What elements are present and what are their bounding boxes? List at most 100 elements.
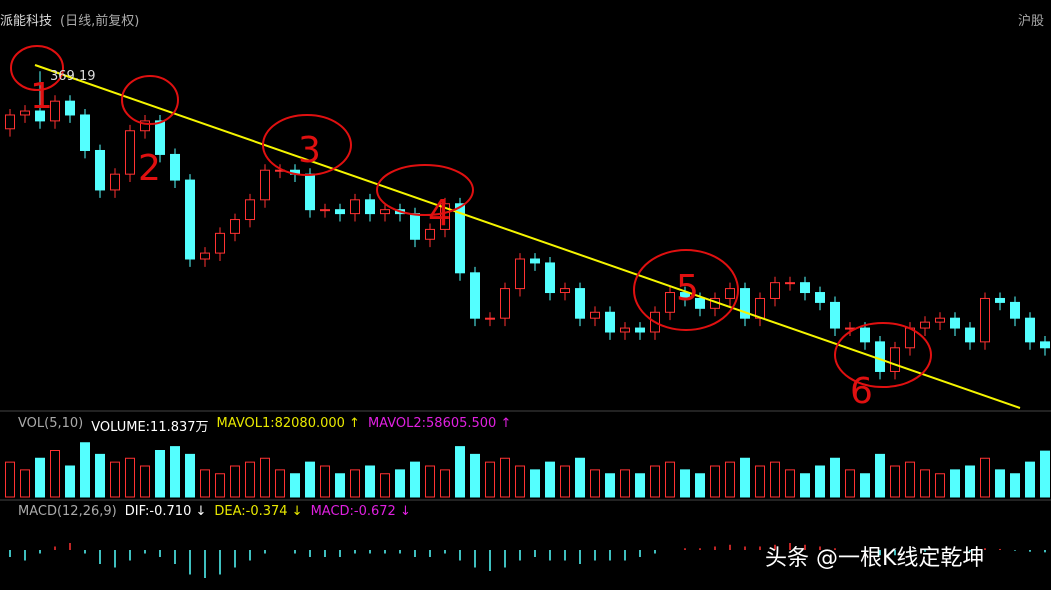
candle-body (545, 262, 555, 294)
volume-bar (830, 457, 840, 498)
annotation: 4 (428, 193, 451, 234)
candle-body (140, 120, 150, 132)
volume-bar (590, 469, 600, 498)
candle-body (860, 327, 870, 343)
candle-body (170, 153, 180, 181)
volume-bar (620, 469, 630, 498)
title-bar: 派能科技 (日线,前复权) (0, 10, 139, 29)
circle (376, 164, 474, 216)
volume-bar (110, 461, 120, 498)
volume-bar (530, 469, 540, 498)
title: 派能科技 (0, 14, 53, 29)
annotation: 6 (850, 371, 873, 412)
candle-body (155, 120, 165, 155)
volume-bar (305, 461, 315, 498)
high-label: 369.19 (50, 69, 96, 84)
volume-bar (65, 465, 75, 498)
candle-body (455, 203, 465, 274)
subtitle: (日线,前复权) (60, 14, 140, 29)
volume-bar (20, 469, 30, 498)
volume-bar (320, 465, 330, 498)
candle-body (230, 219, 240, 234)
volume-bar (875, 453, 885, 498)
volume-bar (425, 465, 435, 498)
candle-body (620, 327, 630, 333)
candle-body (950, 317, 960, 329)
volume-bar (215, 473, 225, 498)
candle-body (335, 209, 345, 215)
volume-bar (635, 473, 645, 498)
candle-body (635, 327, 645, 333)
volume-bar (980, 457, 990, 498)
volume-bar (575, 457, 585, 498)
label: VOL(5,10) (18, 416, 84, 431)
candle-body (215, 232, 225, 254)
candle-body (665, 292, 675, 313)
volume-bar (995, 469, 1005, 498)
circles (10, 45, 932, 388)
candle-body (995, 297, 1005, 303)
volume-bar (485, 461, 495, 498)
annotation: 2 (138, 148, 161, 189)
candle-body (680, 292, 690, 299)
candle-body (185, 179, 195, 260)
candle-body (50, 100, 60, 122)
candle-body (815, 292, 825, 303)
volume-bar (95, 453, 105, 498)
volume-bar (665, 461, 675, 498)
candle-body (245, 199, 255, 221)
annotation: 3 (298, 130, 321, 171)
volume-bar (560, 465, 570, 498)
candle-body (890, 347, 900, 372)
candle-body (350, 199, 360, 215)
volume-bar (950, 469, 960, 498)
candle-body (800, 282, 810, 294)
volume-bar (350, 469, 360, 498)
volume-bar (155, 450, 165, 498)
candle-body (530, 258, 540, 264)
candle-body (785, 282, 795, 285)
volume-bar (920, 469, 930, 498)
volume-bar (890, 465, 900, 498)
candle-body (425, 228, 435, 240)
candle-body (1040, 341, 1050, 349)
candle-body (35, 110, 45, 122)
volume-bar (695, 473, 705, 498)
candle-body (965, 327, 975, 343)
volume-bar (1025, 461, 1035, 498)
volume-bar (335, 473, 345, 498)
candle-body (110, 173, 120, 191)
volume-bar (185, 453, 195, 498)
candle-body (770, 282, 780, 299)
candle-body (560, 288, 570, 294)
volume-bar (50, 450, 60, 498)
volume-bar (35, 457, 45, 498)
volume-bar (545, 461, 555, 498)
volume-bar (860, 473, 870, 498)
circle (10, 45, 64, 91)
candle-body (515, 258, 525, 290)
candle-body (695, 297, 705, 309)
volume-header: VOL(5,10) VOLUME:11.837万 MAVOL1:82080.00… (18, 416, 511, 435)
candle-body (875, 341, 885, 372)
volume-bar (1040, 450, 1050, 498)
candle-body (320, 209, 330, 212)
candle-body (935, 317, 945, 323)
trend-line (34, 64, 1021, 409)
volume-bar (650, 465, 660, 498)
candle-body (5, 114, 15, 130)
volume-bar (275, 469, 285, 498)
label: MAVOL2:58605.500 ↑ (367, 416, 512, 431)
candle-body (725, 288, 735, 299)
candle-body (305, 173, 315, 211)
candle-body (380, 209, 390, 215)
circle (834, 322, 932, 388)
volume-bar (905, 461, 915, 498)
volume-bar (785, 469, 795, 498)
volume-bar (125, 457, 135, 498)
volume-bar (710, 465, 720, 498)
volume-bar (365, 465, 375, 498)
candle-body (575, 288, 585, 319)
candle-body (80, 114, 90, 151)
